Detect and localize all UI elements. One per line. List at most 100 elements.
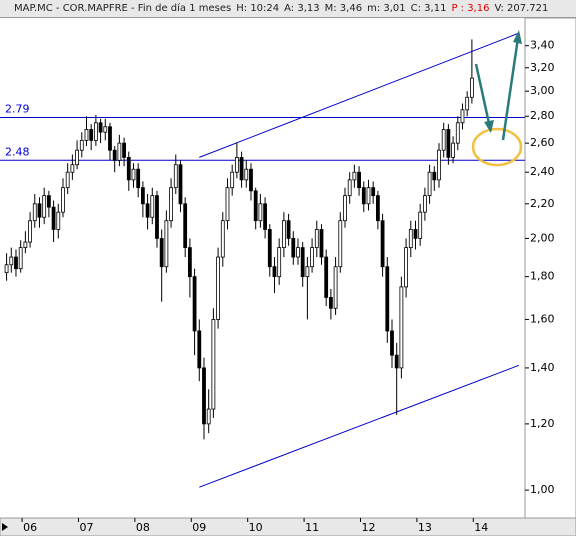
- candle-body: [319, 229, 324, 258]
- header-item: m: 3,01: [367, 3, 406, 14]
- candle-body: [296, 247, 300, 258]
- candle-body: [310, 247, 314, 268]
- candle-body: [408, 229, 413, 249]
- candle-body: [272, 266, 277, 278]
- candle-body: [258, 203, 263, 222]
- x-tick-label: 08: [136, 521, 150, 534]
- x-tick-label: 12: [361, 521, 375, 534]
- candle-body: [42, 195, 47, 218]
- scroll-arrow[interactable]: [2, 523, 8, 531]
- candle-body: [150, 195, 155, 218]
- x-tick-label: 07: [79, 521, 93, 534]
- candle-body: [173, 164, 178, 189]
- header-item: C: 3,11: [410, 3, 447, 14]
- y-axis-area: [524, 18, 576, 519]
- candle-body: [108, 126, 112, 151]
- header-item: MAP.MC - COR.MAPFRE - Fin de día 1 meses: [14, 3, 232, 14]
- candle-body: [300, 247, 305, 278]
- candle-body: [451, 142, 455, 158]
- level-label: 2.79: [5, 103, 30, 116]
- candle-body: [338, 220, 343, 268]
- candle-body: [469, 77, 474, 98]
- candle-body: [244, 168, 249, 181]
- candle-body: [333, 266, 338, 309]
- candle-body: [418, 211, 423, 239]
- candle-body: [93, 122, 98, 141]
- candle-body: [413, 229, 418, 239]
- candle-body: [220, 220, 225, 258]
- candle-body: [155, 195, 159, 239]
- header-item: P : 3,16: [451, 3, 490, 14]
- plot-area: [0, 18, 525, 518]
- candle-body: [455, 122, 460, 144]
- candle-body: [399, 286, 404, 369]
- header-item: H: 10:24: [236, 3, 280, 14]
- highlight-ellipse: [471, 127, 523, 167]
- candle-body: [46, 195, 51, 208]
- candle-body: [202, 367, 206, 425]
- candle-body: [18, 247, 23, 270]
- candle-body: [249, 168, 253, 192]
- candle-body: [169, 187, 173, 222]
- candle-body: [422, 195, 427, 213]
- header-item: M: 3,46: [324, 3, 363, 14]
- y-tick-label: 2,80: [530, 109, 555, 122]
- candle-body: [432, 171, 437, 181]
- candle-body: [14, 256, 18, 270]
- header-bar: MAP.MC - COR.MAPFRE - Fin de día 1 meses…: [0, 0, 576, 18]
- candle-body: [84, 129, 89, 141]
- chart: 2.79 2.48 1,00 1,20 1,40 1,60 1,80 2,00 2,20 2,4…: [0, 18, 576, 536]
- candle-body: [357, 171, 361, 189]
- y-tick-label: 2,60: [530, 136, 555, 149]
- candle-body: [281, 220, 286, 249]
- candle-body: [70, 164, 75, 173]
- candle-body: [117, 142, 122, 161]
- candle-body: [140, 187, 145, 205]
- candle-body: [437, 149, 441, 181]
- candle-body: [136, 168, 141, 189]
- candle-body: [267, 229, 272, 268]
- x-tick-label: 09: [192, 521, 206, 534]
- header-item: A: 3,13: [284, 3, 320, 14]
- arrow-head: [513, 30, 522, 44]
- candle-body: [427, 171, 432, 197]
- trend-line: [199, 32, 520, 158]
- y-tick-label: 3,00: [530, 84, 555, 97]
- candle-body: [465, 96, 470, 111]
- marks: 2.79 2.48: [0, 32, 525, 488]
- candle-body: [328, 297, 333, 309]
- candle-body: [371, 187, 376, 197]
- candle-body: [178, 164, 183, 205]
- candle-body: [277, 247, 282, 278]
- candle-body: [375, 195, 380, 222]
- x-tick-label: 13: [418, 521, 432, 534]
- candle-body: [324, 256, 329, 298]
- candle-body: [390, 330, 394, 356]
- candle-body: [239, 156, 244, 181]
- candle-body: [305, 266, 310, 278]
- candle-body: [79, 139, 84, 151]
- y-tick-label: 2,00: [530, 231, 555, 244]
- candle-body: [291, 238, 296, 258]
- candle-body: [61, 187, 65, 213]
- trend-line: [199, 364, 520, 488]
- candle-body: [37, 203, 42, 218]
- x-axis-area: [0, 517, 576, 536]
- x-tick-label: 10: [249, 521, 263, 534]
- candle-body: [131, 168, 136, 181]
- candle-body: [23, 241, 28, 249]
- candle-body: [460, 109, 465, 124]
- candle-body: [98, 122, 103, 133]
- candle-body: [286, 220, 291, 239]
- candle-body: [197, 330, 202, 369]
- candle-body: [28, 220, 32, 243]
- candle-body: [187, 247, 192, 278]
- candle-body: [446, 129, 451, 158]
- candle-body: [9, 256, 14, 266]
- candle-body: [263, 203, 267, 230]
- candle-body: [112, 149, 117, 161]
- candle-body: [159, 238, 164, 268]
- x-tick-label: 11: [305, 521, 319, 534]
- candle-body: [183, 203, 188, 249]
